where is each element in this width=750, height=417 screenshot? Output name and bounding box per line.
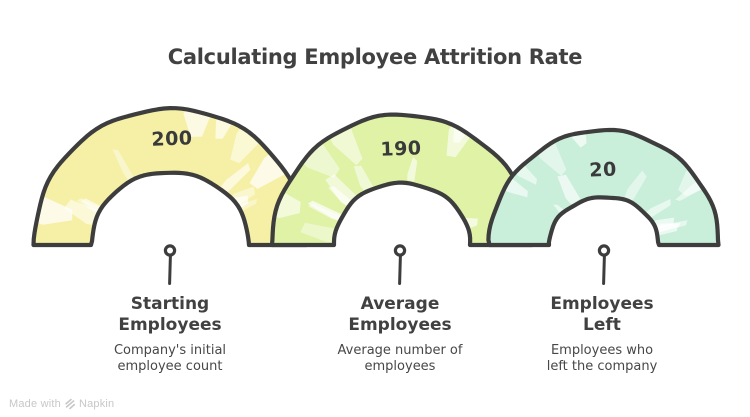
napkin-logo-icon bbox=[65, 398, 76, 410]
pin-marker-1 bbox=[393, 244, 407, 285]
diagram-title: Calculating Employee Attrition Rate bbox=[167, 45, 583, 69]
arch-label-line: Starting bbox=[130, 294, 210, 314]
arch-label-employees-left: Employees Left bbox=[492, 294, 712, 336]
pin-marker-2 bbox=[597, 244, 611, 285]
arch-desc-starting: Company's initial employee count bbox=[60, 343, 280, 375]
arch-label-starting-employees: Starting Employees bbox=[60, 294, 280, 336]
arch-desc-left: Employees who left the company bbox=[492, 343, 712, 375]
arch-value-average: 190 bbox=[380, 137, 422, 161]
watermark-prefix: Made with bbox=[9, 398, 61, 410]
arch-shape-2 bbox=[486, 127, 721, 248]
arch-desc-line: employee count bbox=[117, 359, 223, 374]
arch-value-left: 20 bbox=[588, 158, 618, 182]
arch-desc-line: Average number of bbox=[337, 343, 463, 358]
arch-label-line: Left bbox=[583, 315, 621, 335]
watermark: Made with Napkin bbox=[9, 398, 114, 410]
arch-label-line: Employees bbox=[118, 315, 222, 335]
arch-desc-line: Company's initial bbox=[113, 343, 227, 358]
arch-desc-line: left the company bbox=[546, 359, 658, 374]
arch-label-line: Average bbox=[360, 294, 440, 314]
arch-label-average-employees: Average Employees bbox=[290, 294, 510, 336]
arch-shape-0 bbox=[31, 106, 309, 248]
arch-label-line: Employees bbox=[348, 315, 452, 335]
arch-shape-1 bbox=[269, 112, 535, 248]
arch-desc-average: Average number of employees bbox=[290, 343, 510, 375]
arch-label-line: Employees bbox=[550, 294, 654, 314]
arch-desc-line: employees bbox=[364, 359, 436, 374]
arch-value-starting: 200 bbox=[151, 127, 193, 151]
pin-marker-0 bbox=[163, 244, 177, 285]
arch-desc-line: Employees who bbox=[550, 343, 654, 358]
watermark-brand: Napkin bbox=[78, 398, 115, 410]
